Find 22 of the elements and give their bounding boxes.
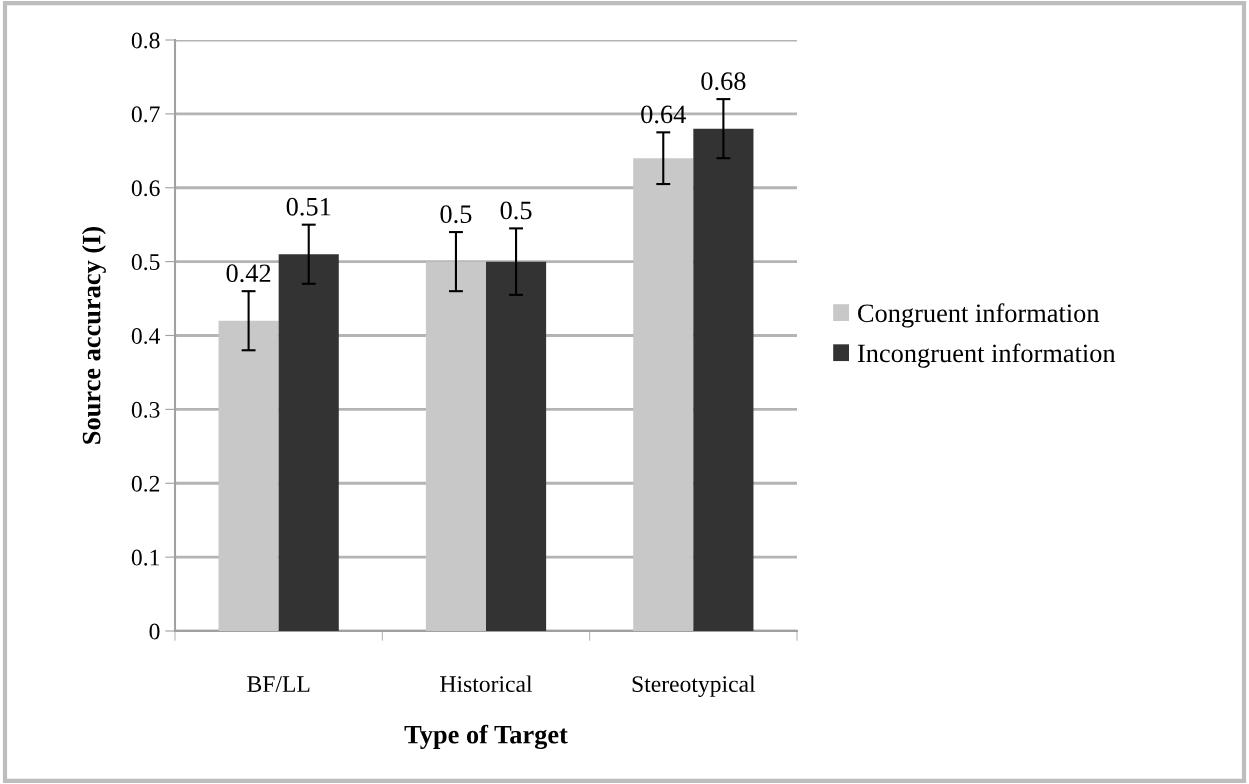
legend-label: Incongruent information	[857, 343, 1116, 368]
legend-label: Congruent information	[858, 303, 1100, 328]
y-tick-label: 0.6	[131, 180, 160, 197]
y-tick-label: 0.8	[131, 32, 160, 49]
y-tick-label: 0.5	[131, 254, 160, 271]
y-tick-label: 0.3	[131, 401, 160, 418]
x-axis-title: Type of Target	[404, 724, 568, 750]
y-axis-title: Source accuracy (I)	[81, 226, 106, 444]
y-tick-label: 0.4	[131, 327, 161, 345]
data-label: 0.5	[500, 201, 532, 220]
data-label: 0.5	[440, 205, 472, 224]
data-label: 0.64	[641, 105, 686, 124]
y-tick-label: 0	[149, 623, 160, 640]
data-label: 0.68	[701, 72, 746, 91]
y-tick-label: 0.2	[131, 475, 160, 492]
x-tick-label: BF/LL	[247, 676, 310, 693]
x-tick-label: Stereotypical	[632, 675, 756, 697]
data-label: 0.42	[226, 264, 271, 283]
y-tick-label: 0.7	[131, 106, 160, 123]
x-tick-label: Historical	[440, 675, 533, 693]
data-label: 0.51	[286, 197, 331, 216]
y-tick-label: 0.1	[131, 549, 159, 566]
